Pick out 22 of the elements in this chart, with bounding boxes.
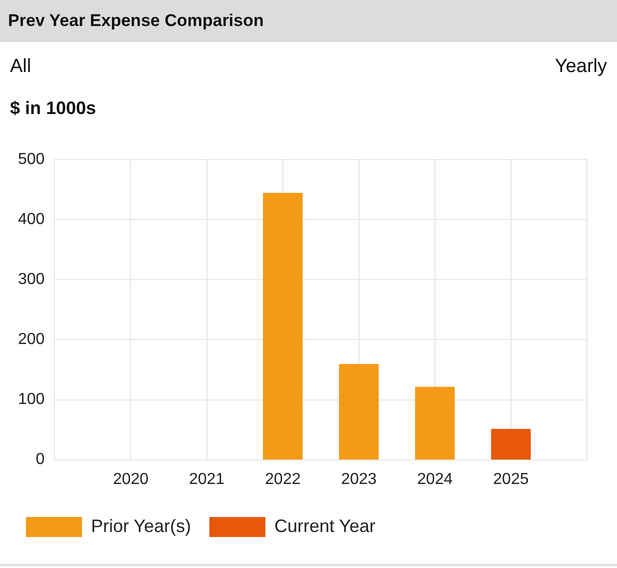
legend-label: Current Year [274,516,376,536]
y-tick-label: 400 [18,211,45,228]
y-tick-label: 0 [36,451,45,468]
y-tick-label: 200 [18,331,45,348]
x-tick-label: 2020 [112,470,149,488]
bar [491,428,531,460]
x-tick-label: 2021 [188,470,225,488]
y-tick-label: 300 [18,271,45,288]
x-tick-label: 2023 [341,470,377,488]
bar [415,386,455,460]
text: All [10,56,32,78]
y-tick-label: 500 [18,151,45,168]
bar [262,192,303,460]
x-tick-label: 2024 [417,470,453,488]
text: Yearly [554,56,607,78]
legend-label: Prior Year(s) [91,516,192,536]
bar [339,364,379,460]
x-tick-label: 2022 [265,470,301,488]
y-tick-label: 100 [18,391,45,408]
y-axis-title: $ in 1000s [9,97,98,119]
chart-title: Prev Year Expense Comparison [0,0,617,42]
x-tick-label: 2025 [493,470,529,488]
